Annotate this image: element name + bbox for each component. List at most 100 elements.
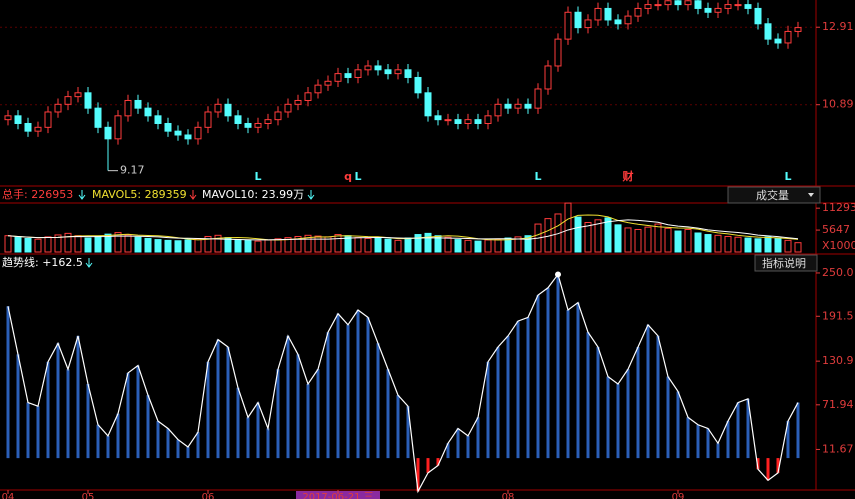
candle-body	[414, 76, 422, 94]
volume-bar	[474, 240, 482, 253]
volume-bar	[264, 239, 272, 253]
candle-body	[4, 115, 12, 121]
volume-bar	[414, 234, 422, 253]
volume-bar	[514, 236, 522, 253]
volume-bar	[314, 235, 322, 253]
volume-bar	[374, 236, 382, 253]
volume-bar	[684, 228, 692, 253]
volume-bar	[594, 219, 602, 253]
candle-body	[34, 126, 42, 132]
candle-body	[264, 119, 272, 124]
volume-bar	[654, 223, 662, 253]
volume-bar	[124, 234, 132, 253]
candle-body	[644, 4, 652, 9]
candle-body	[634, 7, 642, 17]
volume-bar	[404, 237, 412, 253]
candle-body	[714, 7, 722, 13]
volume-bar	[734, 236, 742, 253]
volume-bar	[14, 236, 22, 253]
volume-bar	[584, 222, 592, 253]
candle-body	[314, 84, 322, 94]
candle-body	[454, 119, 462, 124]
volume-bar	[454, 239, 462, 253]
y-tick-label: 11293	[822, 201, 855, 214]
indicator-button[interactable]	[727, 186, 821, 204]
volume-bar	[244, 239, 252, 253]
volume-bar	[204, 235, 212, 253]
volume-bar	[4, 235, 12, 253]
y-tick-label: 12.91	[822, 20, 854, 33]
candle-body	[524, 103, 532, 109]
volume-unit: X1000	[822, 239, 855, 252]
y-tick-label: 10.89	[822, 98, 854, 111]
candle-body	[674, 0, 682, 6]
candle-body	[154, 115, 162, 124]
candle-body	[484, 115, 492, 124]
volume-bar	[444, 236, 452, 253]
candle-body	[384, 69, 392, 75]
event-marker: L	[254, 170, 261, 183]
volume-bar	[354, 237, 362, 253]
volume-bar	[234, 239, 242, 253]
volume-bar	[724, 235, 732, 253]
volume-bar	[564, 202, 572, 253]
volume-bar	[174, 240, 182, 253]
button-label[interactable]: 成交量	[756, 188, 789, 202]
volume-bar	[744, 237, 752, 253]
candle-body	[494, 103, 502, 117]
candle-body	[724, 4, 732, 9]
candle-body	[704, 7, 712, 13]
candle-body	[734, 4, 742, 7]
volume-bar	[214, 234, 222, 253]
candle-body	[654, 4, 662, 7]
candle-body	[694, 0, 702, 9]
arrow-icon	[85, 258, 93, 268]
volume-bar	[284, 237, 292, 253]
candle-body	[464, 119, 472, 124]
x-tick-label: 04	[2, 492, 15, 499]
volume-bar	[184, 239, 192, 253]
dropdown-icon[interactable]	[808, 193, 814, 197]
legend-ma5: MAVOL5: 289359	[92, 188, 187, 201]
button-label[interactable]: 指标说明	[762, 256, 806, 270]
candle-body	[54, 103, 62, 113]
volume-bar	[694, 232, 702, 253]
volume-bar	[154, 239, 162, 253]
candle-body	[544, 65, 552, 90]
candle-body	[274, 111, 282, 121]
candle-body	[764, 23, 772, 40]
candle-body	[794, 27, 802, 32]
peak-dot	[555, 271, 561, 278]
candle-body	[24, 122, 32, 132]
volume-bar	[784, 239, 792, 253]
y-tick-label: 11.67	[822, 442, 854, 455]
candle-body	[204, 111, 212, 128]
candle-body	[774, 38, 782, 44]
help-button[interactable]	[754, 254, 818, 272]
candle-body	[514, 103, 522, 109]
arrow-icon	[189, 190, 197, 200]
volume-bar	[794, 242, 802, 253]
candle-body	[624, 15, 632, 25]
date-highlight	[296, 491, 380, 499]
candle-body	[534, 88, 542, 109]
candle-body	[444, 119, 452, 122]
candle-body	[174, 130, 182, 136]
x-tick-label: 09	[672, 492, 685, 499]
volume-bar	[74, 235, 82, 253]
candle-body	[364, 65, 372, 71]
volume-bar	[484, 239, 492, 253]
arrow-icon	[78, 190, 86, 200]
candle-body	[184, 134, 192, 140]
candle-body	[234, 115, 242, 124]
volume-bar	[104, 233, 112, 253]
total-volume: 总手: 226953	[2, 187, 73, 201]
volume-ma-line	[7, 219, 799, 241]
candle-body	[354, 69, 362, 78]
candle-body	[44, 111, 52, 128]
volume-bar	[334, 234, 342, 253]
candle-body	[504, 103, 512, 109]
trend-legend: 趋势线: +162.5	[2, 255, 83, 269]
volume-bar	[54, 234, 62, 253]
